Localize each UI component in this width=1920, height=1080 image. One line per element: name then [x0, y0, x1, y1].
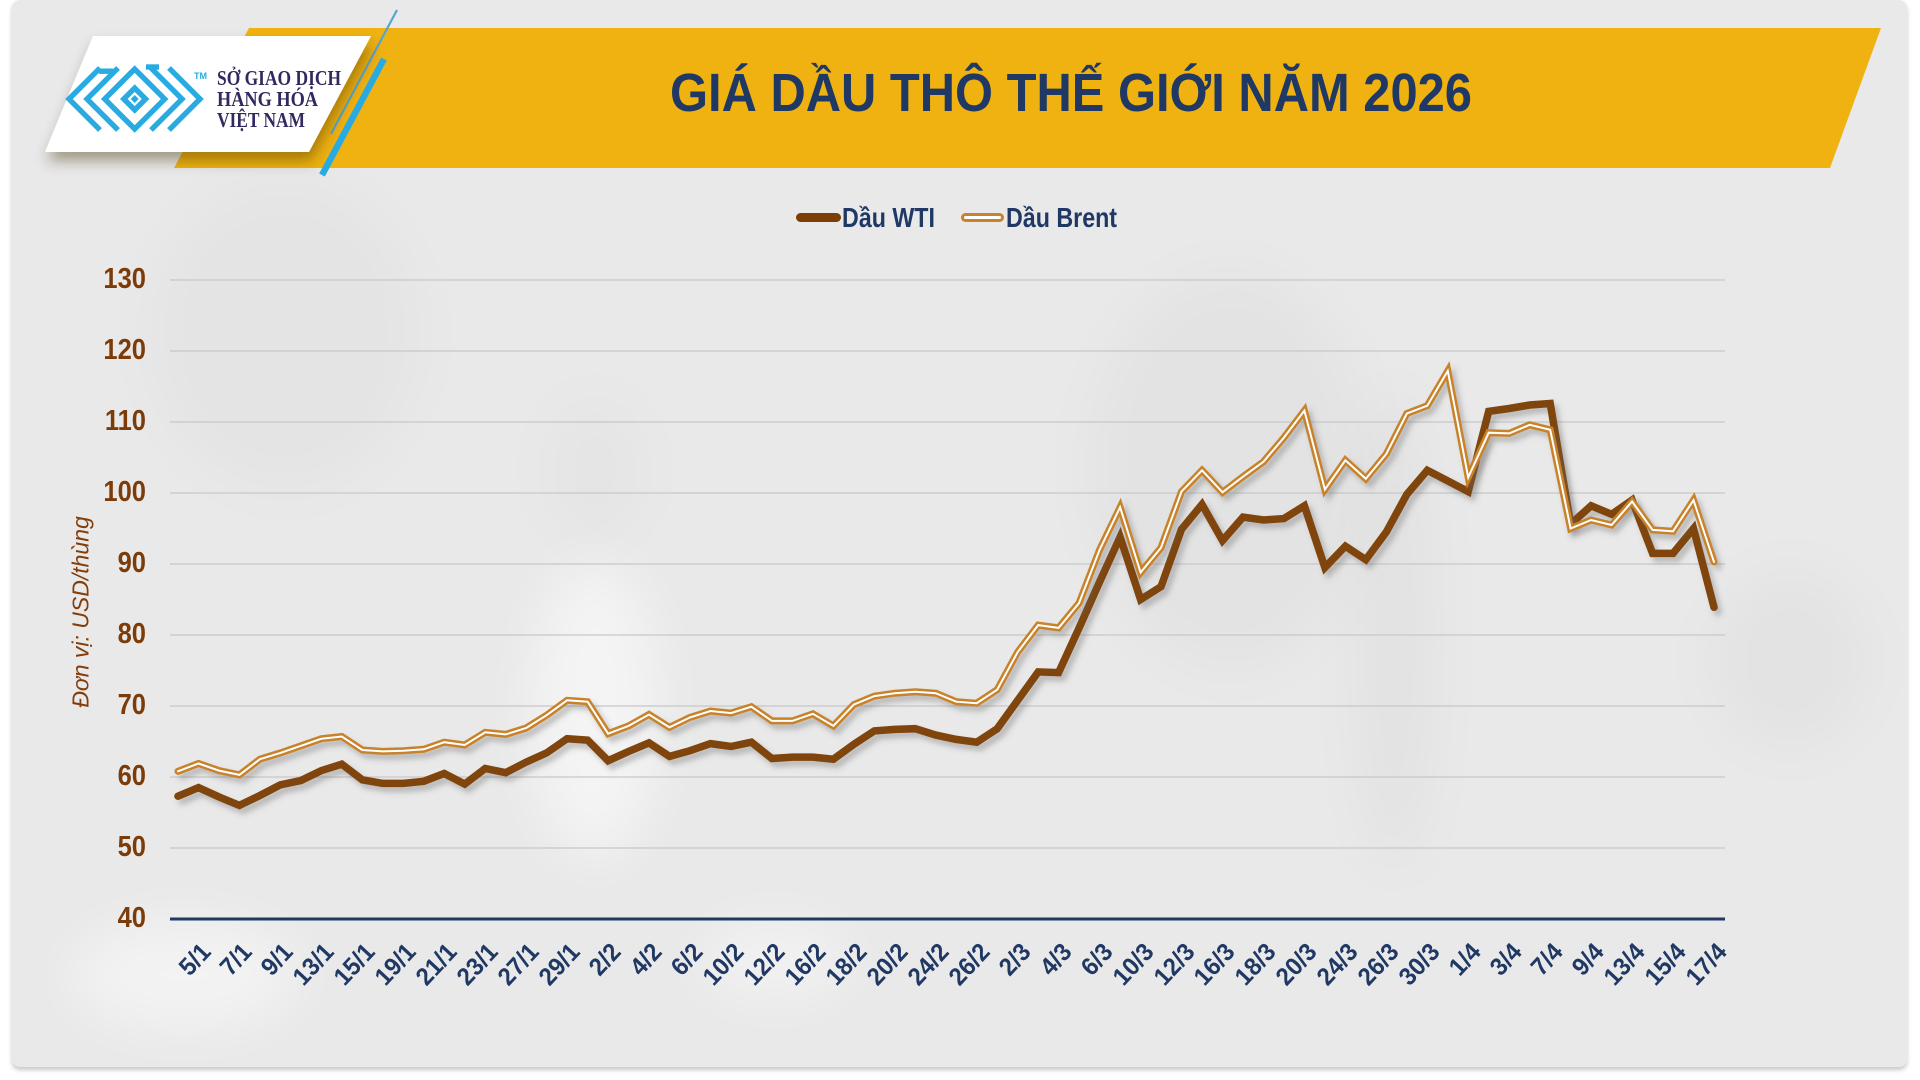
svg-text:VIỆT NAM: VIỆT NAM	[217, 108, 305, 132]
svg-text:TM: TM	[194, 71, 207, 81]
svg-text:HÀNG HÓA: HÀNG HÓA	[217, 87, 319, 111]
svg-text:SỞ GIAO DỊCH: SỞ GIAO DỊCH	[217, 66, 341, 90]
